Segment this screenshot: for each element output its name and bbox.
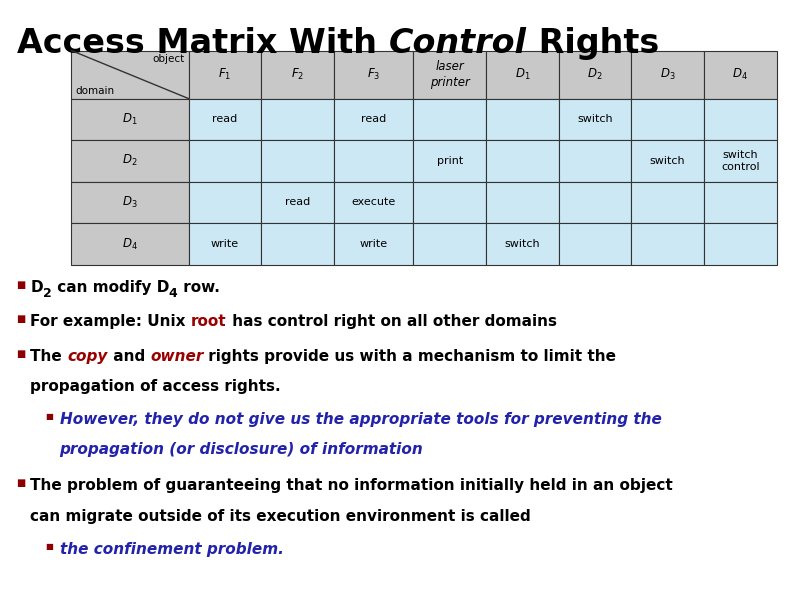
Text: has control right on all other domains: has control right on all other domains — [226, 314, 557, 329]
Text: 4: 4 — [169, 287, 178, 300]
Text: $D_1$: $D_1$ — [122, 112, 138, 127]
FancyBboxPatch shape — [333, 140, 414, 181]
Text: $D_3$: $D_3$ — [122, 195, 138, 210]
FancyBboxPatch shape — [333, 181, 414, 223]
Text: read: read — [212, 114, 237, 124]
Text: For example: Unix: For example: Unix — [30, 314, 191, 329]
FancyBboxPatch shape — [704, 51, 777, 99]
Text: switch: switch — [504, 239, 540, 249]
Text: write: write — [360, 239, 387, 249]
Text: ■: ■ — [16, 478, 25, 488]
FancyBboxPatch shape — [261, 181, 333, 223]
Text: Access Matrix With: Access Matrix With — [17, 27, 389, 60]
FancyBboxPatch shape — [71, 99, 189, 140]
FancyBboxPatch shape — [486, 223, 559, 265]
FancyBboxPatch shape — [631, 140, 704, 181]
FancyBboxPatch shape — [559, 223, 631, 265]
FancyBboxPatch shape — [559, 99, 631, 140]
Text: switch
control: switch control — [721, 150, 760, 172]
Text: switch: switch — [649, 156, 685, 166]
Text: execute: execute — [352, 198, 395, 208]
Text: $D_4$: $D_4$ — [732, 67, 748, 82]
FancyBboxPatch shape — [704, 181, 777, 223]
FancyBboxPatch shape — [631, 99, 704, 140]
Text: can modify D: can modify D — [52, 280, 169, 295]
Text: rights provide us with a mechanism to limit the: rights provide us with a mechanism to li… — [203, 349, 616, 364]
Text: row.: row. — [178, 280, 220, 295]
Text: However, they do not give us the appropriate tools for preventing the: However, they do not give us the appropr… — [60, 412, 661, 427]
Text: $F_3$: $F_3$ — [367, 67, 380, 82]
FancyBboxPatch shape — [414, 51, 486, 99]
Text: ■: ■ — [16, 280, 25, 290]
Text: $D_3$: $D_3$ — [660, 67, 676, 82]
FancyBboxPatch shape — [559, 140, 631, 181]
FancyBboxPatch shape — [486, 140, 559, 181]
Text: write: write — [211, 239, 239, 249]
FancyBboxPatch shape — [261, 140, 333, 181]
FancyBboxPatch shape — [189, 181, 261, 223]
Text: $D_2$: $D_2$ — [588, 67, 603, 82]
FancyBboxPatch shape — [704, 223, 777, 265]
Text: propagation (or disclosure) of information: propagation (or disclosure) of informati… — [60, 442, 423, 457]
Text: ■: ■ — [16, 349, 25, 359]
Text: $D_2$: $D_2$ — [122, 154, 138, 168]
Text: print: print — [437, 156, 463, 166]
FancyBboxPatch shape — [261, 51, 333, 99]
FancyBboxPatch shape — [559, 51, 631, 99]
Text: switch: switch — [577, 114, 613, 124]
Text: and: and — [107, 349, 150, 364]
Text: $F_1$: $F_1$ — [218, 67, 232, 82]
FancyBboxPatch shape — [704, 140, 777, 181]
FancyBboxPatch shape — [486, 99, 559, 140]
FancyBboxPatch shape — [559, 181, 631, 223]
Text: ■: ■ — [16, 314, 25, 324]
Text: $F_2$: $F_2$ — [291, 67, 304, 82]
FancyBboxPatch shape — [414, 140, 486, 181]
Text: laser
printer: laser printer — [430, 60, 470, 89]
FancyBboxPatch shape — [414, 223, 486, 265]
Text: $D_4$: $D_4$ — [122, 236, 138, 252]
Text: ■: ■ — [45, 541, 53, 550]
FancyBboxPatch shape — [631, 51, 704, 99]
Text: $D_1$: $D_1$ — [515, 67, 530, 82]
FancyBboxPatch shape — [261, 223, 333, 265]
FancyBboxPatch shape — [631, 181, 704, 223]
FancyBboxPatch shape — [71, 223, 189, 265]
FancyBboxPatch shape — [414, 99, 486, 140]
Text: ■: ■ — [45, 412, 53, 421]
Text: root: root — [191, 314, 226, 329]
Text: can migrate outside of its execution environment is called: can migrate outside of its execution env… — [30, 509, 531, 524]
Text: copy: copy — [67, 349, 107, 364]
Text: Control: Control — [389, 27, 527, 60]
FancyBboxPatch shape — [71, 140, 189, 181]
Text: Rights: Rights — [527, 27, 659, 60]
FancyBboxPatch shape — [71, 51, 189, 99]
Text: read: read — [285, 198, 310, 208]
Text: D: D — [30, 280, 43, 295]
Text: object: object — [152, 54, 185, 64]
FancyBboxPatch shape — [189, 99, 261, 140]
FancyBboxPatch shape — [189, 51, 261, 99]
FancyBboxPatch shape — [189, 223, 261, 265]
Text: read: read — [361, 114, 386, 124]
FancyBboxPatch shape — [71, 181, 189, 223]
Text: propagation of access rights.: propagation of access rights. — [30, 379, 281, 394]
FancyBboxPatch shape — [189, 140, 261, 181]
Text: The: The — [30, 349, 67, 364]
FancyBboxPatch shape — [333, 51, 414, 99]
FancyBboxPatch shape — [631, 223, 704, 265]
Text: the confinement problem.: the confinement problem. — [60, 541, 283, 556]
FancyBboxPatch shape — [333, 99, 414, 140]
FancyBboxPatch shape — [486, 51, 559, 99]
Text: owner: owner — [150, 349, 203, 364]
FancyBboxPatch shape — [414, 181, 486, 223]
Text: domain: domain — [75, 86, 114, 96]
FancyBboxPatch shape — [333, 223, 414, 265]
FancyBboxPatch shape — [486, 181, 559, 223]
Text: 2: 2 — [43, 287, 52, 300]
Text: The problem of guaranteeing that no information initially held in an object: The problem of guaranteeing that no info… — [30, 478, 673, 493]
FancyBboxPatch shape — [261, 99, 333, 140]
FancyBboxPatch shape — [704, 99, 777, 140]
